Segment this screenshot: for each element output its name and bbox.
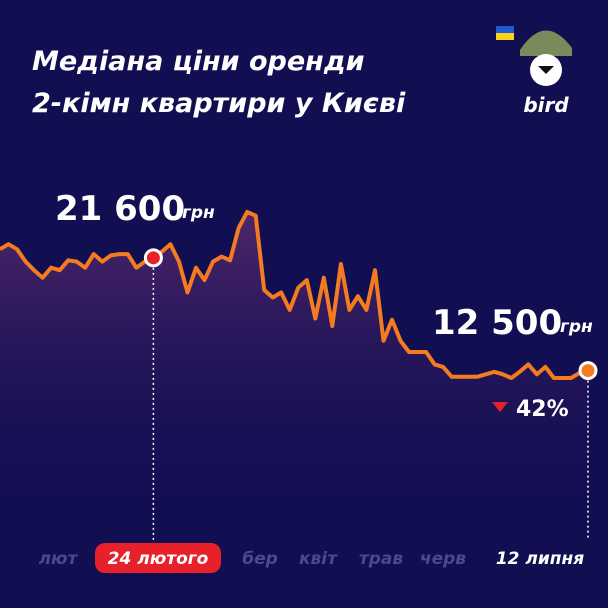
logo: bird: [496, 26, 572, 117]
bird-beak: [538, 66, 554, 74]
x-label: лют: [39, 549, 79, 569]
helmet: [520, 30, 572, 56]
chart-title: Медіана ціни оренди: [32, 46, 365, 77]
annotation-value: 21 600: [55, 189, 185, 229]
x-label: бер: [242, 549, 278, 569]
x-label: квіт: [299, 549, 338, 569]
marker: [578, 361, 598, 381]
x-label: черв: [420, 549, 466, 569]
marker: [143, 248, 163, 268]
x-label: 24 лютого: [108, 549, 209, 569]
logo-text: bird: [523, 93, 569, 117]
change-label: 42%: [516, 397, 569, 422]
change-arrow: [492, 402, 508, 412]
x-label: трав: [359, 549, 403, 569]
annotation-unit: грн: [182, 203, 215, 223]
area-fill: [0, 212, 588, 540]
flag-blue: [496, 26, 514, 33]
annotation-unit: грн: [560, 317, 593, 337]
flag-yellow: [496, 33, 514, 40]
highlight-pill: [95, 543, 221, 573]
x-label: 12 липня: [496, 549, 584, 569]
annotation-value: 12 500: [432, 303, 562, 343]
chart-title: 2-кімн квартири у Києві: [32, 88, 406, 119]
line: [0, 210, 589, 380]
